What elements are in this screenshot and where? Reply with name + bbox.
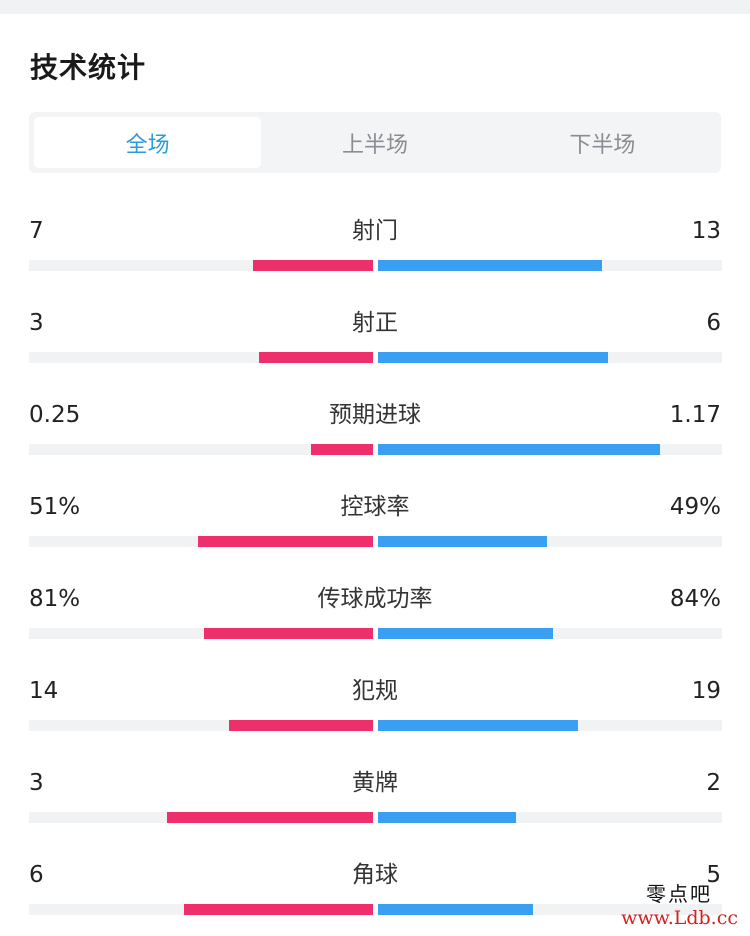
tab-full-match[interactable]: 全场 bbox=[34, 117, 262, 168]
away-bar bbox=[378, 720, 578, 731]
away-bar bbox=[378, 444, 660, 455]
away-value: 13 bbox=[691, 218, 721, 244]
home-value: 51% bbox=[29, 494, 81, 520]
away-bar bbox=[378, 812, 516, 823]
away-track bbox=[378, 720, 722, 731]
away-bar bbox=[378, 352, 608, 363]
home-bar bbox=[229, 720, 373, 731]
home-bar bbox=[311, 444, 373, 455]
away-track bbox=[378, 812, 722, 823]
stat-label: 控球率 bbox=[340, 494, 410, 520]
away-track bbox=[378, 536, 722, 547]
away-track bbox=[378, 904, 722, 915]
home-value: 7 bbox=[29, 218, 44, 244]
stat-row: 81% 传球成功率 84% bbox=[0, 584, 750, 660]
page-title: 技术统计 bbox=[30, 51, 147, 84]
stat-label: 犯规 bbox=[352, 678, 398, 704]
home-track bbox=[29, 444, 373, 455]
away-track bbox=[378, 352, 722, 363]
stat-label: 传球成功率 bbox=[317, 586, 433, 612]
stat-row: 0.25 预期进球 1.17 bbox=[0, 400, 750, 476]
stat-label: 预期进球 bbox=[329, 402, 421, 428]
home-value: 81% bbox=[29, 586, 81, 612]
away-track bbox=[378, 444, 722, 455]
stat-row: 6 角球 5 bbox=[0, 860, 750, 936]
home-track bbox=[29, 628, 373, 639]
home-bar bbox=[198, 536, 373, 547]
home-value: 3 bbox=[29, 770, 44, 796]
stat-row: 7 射门 13 bbox=[0, 216, 750, 292]
away-track bbox=[378, 260, 722, 271]
home-bar bbox=[259, 352, 373, 363]
away-bar bbox=[378, 536, 547, 547]
home-value: 6 bbox=[29, 862, 44, 888]
away-value: 5 bbox=[706, 862, 721, 888]
away-value: 6 bbox=[706, 310, 721, 336]
home-bar bbox=[167, 812, 373, 823]
watermark-name: 零点吧 bbox=[646, 882, 712, 906]
home-track bbox=[29, 352, 373, 363]
away-value: 1.17 bbox=[669, 402, 721, 428]
home-track bbox=[29, 536, 373, 547]
away-value: 49% bbox=[669, 494, 721, 520]
away-track bbox=[378, 628, 722, 639]
top-strip bbox=[0, 0, 750, 14]
watermark-url: www.Ldb.cc bbox=[621, 907, 738, 929]
stat-row: 3 射正 6 bbox=[0, 308, 750, 384]
away-bar bbox=[378, 628, 553, 639]
home-track bbox=[29, 260, 373, 271]
stat-label: 射正 bbox=[352, 310, 398, 336]
stat-label: 角球 bbox=[352, 862, 398, 888]
home-track bbox=[29, 812, 373, 823]
away-value: 84% bbox=[669, 586, 721, 612]
away-value: 2 bbox=[706, 770, 721, 796]
watermark: 零点吧 www.Ldb.cc bbox=[621, 878, 738, 929]
home-value: 3 bbox=[29, 310, 44, 336]
stat-row: 51% 控球率 49% bbox=[0, 492, 750, 568]
home-value: 0.25 bbox=[29, 402, 81, 428]
period-tabs: 全场 上半场 下半场 bbox=[29, 112, 721, 173]
home-value: 14 bbox=[29, 678, 59, 704]
away-bar bbox=[378, 904, 533, 915]
away-bar bbox=[378, 260, 602, 271]
tab-first-half[interactable]: 上半场 bbox=[341, 132, 408, 158]
home-track bbox=[29, 720, 373, 731]
stat-label: 射门 bbox=[352, 218, 398, 244]
tab-second-half[interactable]: 下半场 bbox=[569, 132, 636, 158]
away-value: 19 bbox=[691, 678, 721, 704]
home-bar bbox=[204, 628, 373, 639]
home-bar bbox=[184, 904, 373, 915]
home-track bbox=[29, 904, 373, 915]
stat-row: 3 黄牌 2 bbox=[0, 768, 750, 844]
stat-label: 黄牌 bbox=[352, 770, 398, 796]
home-bar bbox=[253, 260, 373, 271]
stat-row: 14 犯规 19 bbox=[0, 676, 750, 752]
